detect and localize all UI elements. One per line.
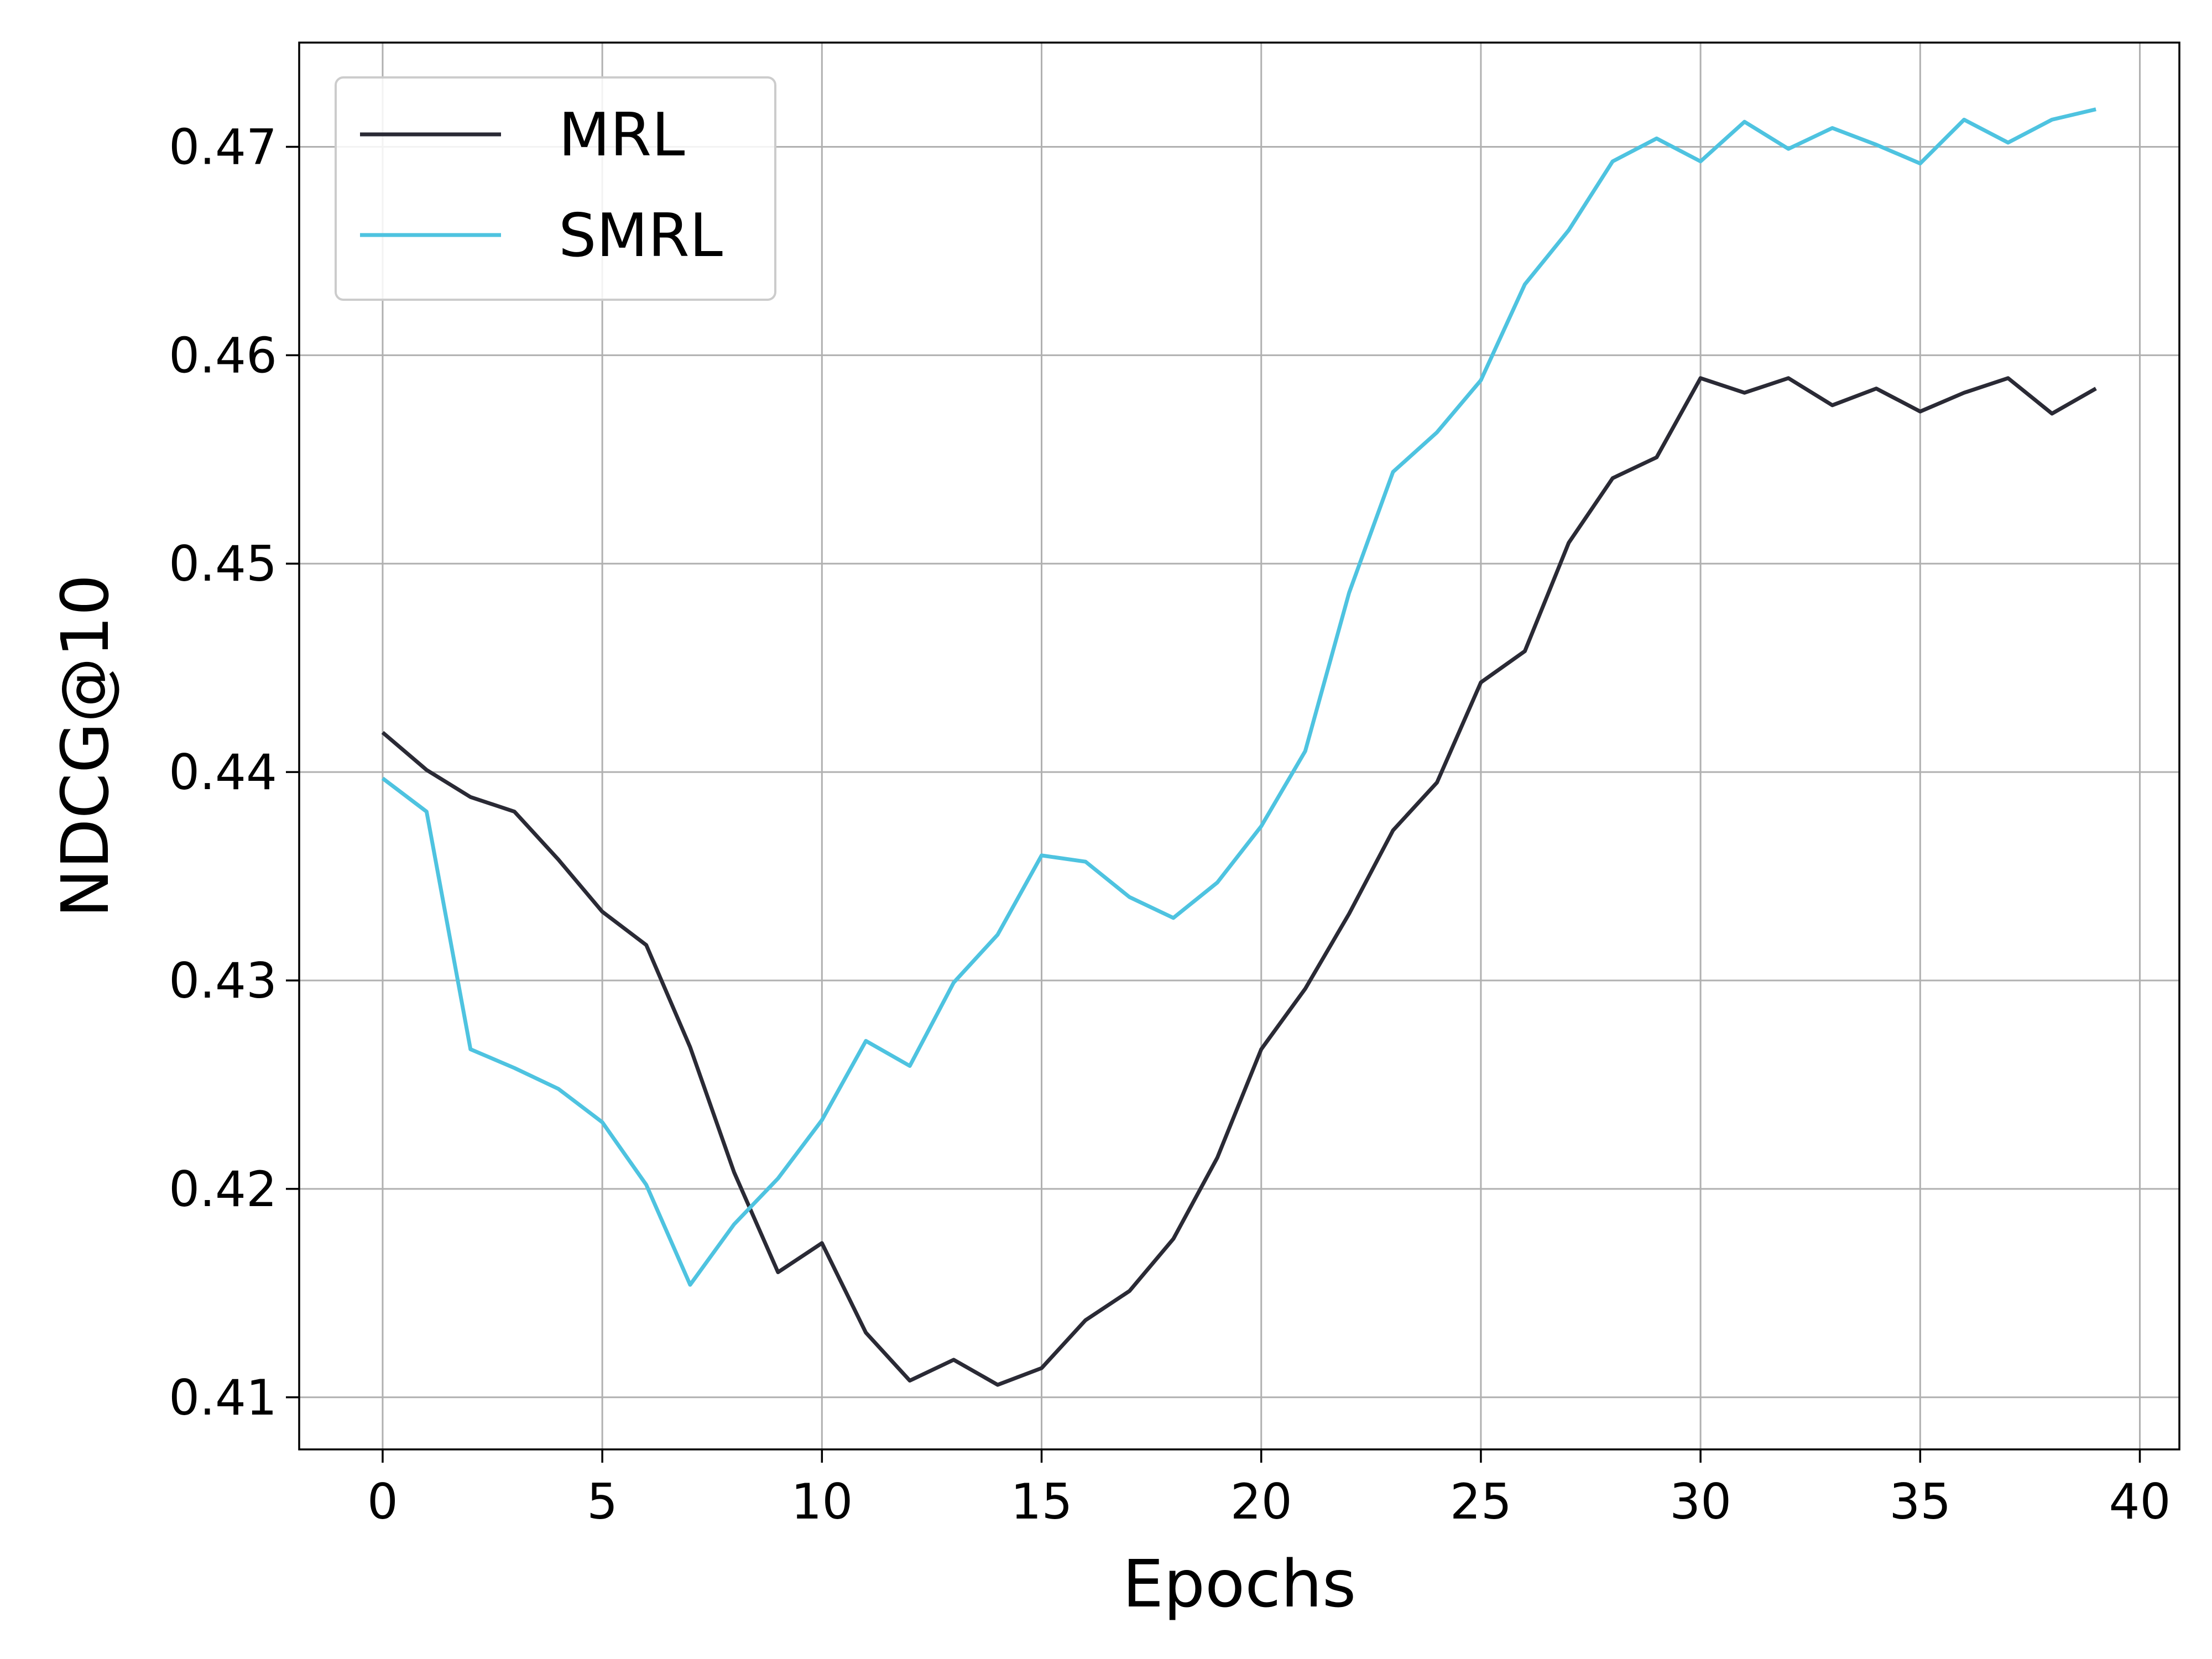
- series-line-smrl: [381, 107, 2096, 1287]
- legend-label-smrl: SMRL: [559, 201, 723, 270]
- x-tick-label: 30: [1670, 1473, 1731, 1530]
- x-tick-label: 25: [1450, 1473, 1512, 1530]
- x-tick-label: 35: [1889, 1473, 1951, 1530]
- x-tick-label: 15: [1011, 1473, 1073, 1530]
- grid: [299, 43, 2179, 1449]
- legend-label-mrl: MRL: [559, 101, 685, 170]
- legend: MRL SMRL: [335, 76, 776, 301]
- x-tick-label: 0: [367, 1473, 398, 1530]
- plot-frame: [298, 41, 2180, 1451]
- x-tick-label: 5: [587, 1473, 618, 1530]
- y-tick-label: 0.46: [169, 327, 277, 384]
- x-tick-label: 20: [1230, 1473, 1292, 1530]
- y-tick-label: 0.47: [169, 118, 277, 175]
- x-tick-label: 40: [2109, 1473, 2171, 1530]
- y-tick-label: 0.43: [169, 952, 277, 1009]
- ticks: 0 5 10 15 20 25 30 35 40 0.41 0.42 0.43 0.44 0.45 0.46…: [169, 118, 2171, 1530]
- y-tick-label: 0.41: [169, 1369, 277, 1426]
- x-tick-label: 10: [791, 1473, 853, 1530]
- series-group: [381, 107, 2097, 1387]
- series-line-mrl: [381, 376, 2097, 1387]
- x-axis-label: Epochs: [1123, 1546, 1357, 1622]
- y-tick-label: 0.45: [169, 535, 277, 592]
- y-tick-label: 0.44: [169, 744, 277, 801]
- y-tick-label: 0.42: [169, 1161, 277, 1218]
- y-axis-label: NDCG@10: [47, 574, 123, 917]
